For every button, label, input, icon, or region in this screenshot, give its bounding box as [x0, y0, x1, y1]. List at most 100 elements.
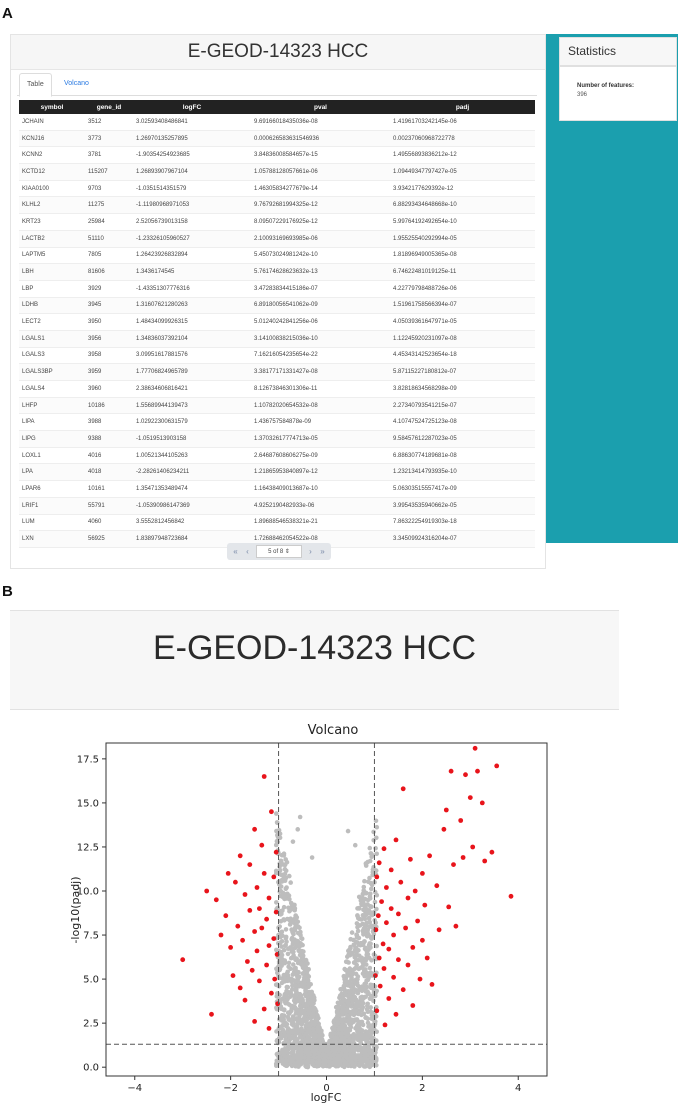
- table-cell-logFC: -1.0519513903158: [133, 430, 251, 448]
- x-tick-label: 4: [515, 1083, 521, 1094]
- table-cell-pval: 0.000626583631546936: [251, 130, 390, 148]
- significant-point: [393, 837, 399, 843]
- nonsignificant-point: [363, 890, 369, 896]
- table-cell-gene-id: 7805: [85, 247, 133, 265]
- table-cell-padj: 4.05039361647971e-05: [390, 313, 535, 331]
- nonsignificant-point: [358, 995, 364, 1000]
- table-cell-padj: 3.82818634568298e-09: [390, 380, 535, 398]
- nonsignificant-point: [367, 896, 373, 901]
- significant-point: [249, 967, 255, 973]
- table-header-row: symbol gene_id logFC pval padj: [19, 100, 535, 114]
- significant-point: [237, 985, 243, 991]
- nonsignificant-point: [367, 965, 373, 971]
- nonsignificant-point: [303, 1050, 308, 1055]
- table-row: LUM 4060 3.5552812456842 1.89688546538321e-…: [19, 514, 535, 532]
- nonsignificant-point: [297, 1003, 303, 1009]
- nonsignificant-point: [340, 994, 346, 1000]
- tab-volcano[interactable]: Volcano: [64, 80, 89, 87]
- nonsignificant-point: [352, 966, 358, 971]
- table-cell-pval: 9.76792681994325e-12: [251, 196, 390, 215]
- significant-point: [396, 911, 401, 917]
- nonsignificant-point: [309, 1032, 314, 1037]
- nonsignificant-point: [290, 929, 295, 935]
- table-cell-padj: 1.41961703242145e-06: [390, 114, 535, 131]
- nonsignificant-point: [371, 1022, 377, 1027]
- nonsignificant-point: [316, 1054, 322, 1059]
- column-header-symbol[interactable]: symbol: [19, 100, 85, 114]
- table-cell-symbol: LUM: [19, 514, 85, 532]
- nonsignificant-point: [365, 1016, 371, 1021]
- tab-table[interactable]: Table: [19, 73, 52, 97]
- page-select[interactable]: 5 of 8 ⇕: [256, 545, 302, 558]
- nonsignificant-point: [273, 868, 279, 874]
- nonsignificant-point: [374, 824, 380, 830]
- nonsignificant-point: [366, 915, 372, 921]
- table-cell-padj: 6.88293434648668e-10: [390, 196, 535, 215]
- nonsignificant-point: [357, 1061, 363, 1066]
- app-window: E-GEOD-14323 HCC Table Volcano symbol gen…: [10, 34, 678, 569]
- table-cell-padj: 1.95525540292994e-05: [390, 230, 535, 248]
- significant-point: [443, 807, 449, 813]
- significant-point: [420, 937, 425, 943]
- nonsignificant-point: [297, 983, 302, 989]
- nonsignificant-point: [350, 1048, 355, 1053]
- table-cell-pval: 3.47283834415186e-07: [251, 280, 390, 298]
- significant-point: [415, 918, 420, 924]
- prev-page-button[interactable]: ‹: [246, 547, 249, 556]
- table-cell-gene-id: 4060: [85, 514, 133, 532]
- table-cell-pval: 1.436757584878e-09: [251, 413, 390, 432]
- first-page-button[interactable]: «: [233, 547, 238, 556]
- nonsignificant-point: [367, 941, 373, 946]
- nonsignificant-point: [353, 981, 359, 986]
- y-tick-label: 2.5: [83, 1019, 99, 1030]
- significant-point: [225, 871, 231, 876]
- nonsignificant-point: [365, 1020, 371, 1026]
- nonsignificant-point: [367, 955, 372, 961]
- table-cell-padj: 1.51961758566394e-07: [390, 297, 535, 315]
- table-cell-padj: 1.81896949005365e-08: [390, 247, 535, 265]
- nonsignificant-point: [289, 949, 295, 954]
- nonsignificant-point: [352, 948, 358, 953]
- significant-point: [237, 853, 243, 859]
- nonsignificant-point: [298, 993, 304, 998]
- nonsignificant-point: [348, 945, 353, 951]
- nonsignificant-point: [316, 1033, 322, 1038]
- column-header-padj[interactable]: padj: [390, 100, 535, 114]
- nonsignificant-point: [292, 945, 298, 951]
- next-page-button[interactable]: ›: [309, 547, 312, 556]
- column-header-logFC[interactable]: logFC: [133, 100, 251, 114]
- table-row: KCTD12 115207 1.26893907967104 1.0578812805…: [19, 163, 535, 181]
- nonsignificant-point: [342, 990, 348, 995]
- nonsignificant-point: [336, 1026, 342, 1032]
- table-cell-symbol: KCNN2: [19, 146, 85, 165]
- nonsignificant-point: [295, 938, 300, 944]
- significant-point: [453, 923, 459, 929]
- nonsignificant-point: [342, 977, 348, 982]
- table-cell-logFC: 1.00521344105263: [133, 447, 251, 465]
- significant-point: [261, 774, 267, 779]
- significant-point: [463, 772, 468, 778]
- nonsignificant-point: [274, 900, 279, 905]
- nonsignificant-point: [302, 1017, 308, 1022]
- nonsignificant-point: [282, 999, 288, 1004]
- column-header-pval[interactable]: pval: [251, 100, 390, 114]
- significant-point: [272, 976, 278, 982]
- table-cell-gene-id: 3956: [85, 330, 133, 348]
- table-row: LBP 3929 -1.43351307776316 3.47283834415186…: [19, 280, 535, 298]
- table-cell-gene-id: 55791: [85, 497, 133, 515]
- table-cell-padj: 9.58457612287023e-05: [390, 430, 535, 448]
- nonsignificant-point: [359, 984, 365, 989]
- table-row: LGALS4 3960 2.38634606816421 8.126738463013…: [19, 380, 535, 398]
- table-row: LACTB2 51110 -1.23326105960527 2.1009316969…: [19, 230, 535, 248]
- nonsignificant-point: [358, 1055, 364, 1061]
- nonsignificant-point: [374, 906, 379, 912]
- nonsignificant-point: [295, 1021, 301, 1026]
- nonsignificant-point: [333, 1004, 339, 1010]
- table-cell-pval: 1.16438409013687e-10: [251, 480, 390, 498]
- column-header-gene-id[interactable]: gene_id: [85, 100, 133, 114]
- nonsignificant-point: [362, 914, 367, 919]
- table-cell-pval: 9.69166018435036e-08: [251, 114, 390, 131]
- nonsignificant-point: [331, 1051, 337, 1057]
- last-page-button[interactable]: »: [320, 547, 325, 556]
- nonsignificant-point: [373, 1014, 379, 1019]
